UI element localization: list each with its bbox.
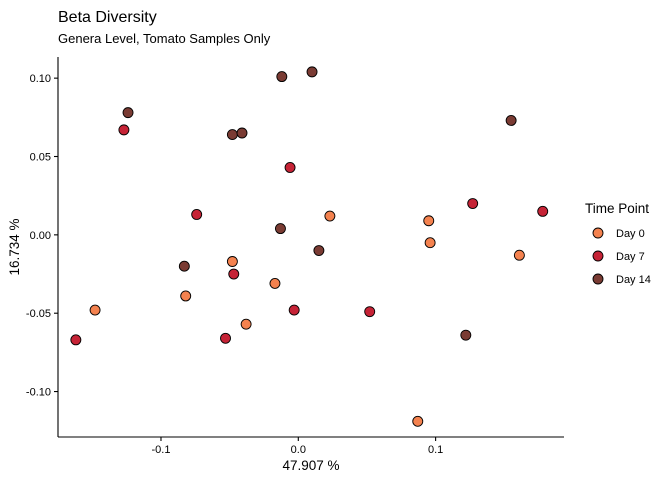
data-point <box>236 127 248 139</box>
y-tick-label: 0.10 <box>30 73 51 85</box>
data-point <box>180 290 192 302</box>
series-day-14 <box>122 66 517 341</box>
data-point <box>178 260 190 272</box>
data-point <box>460 329 472 341</box>
y-tick-label: 0.05 <box>30 152 51 164</box>
data-point <box>505 115 517 126</box>
data-point <box>240 318 252 330</box>
data-point <box>274 223 286 235</box>
data-point <box>412 415 424 427</box>
y-tick-label: -0.10 <box>26 387 51 399</box>
data-point <box>288 304 300 316</box>
data-point <box>226 129 238 141</box>
x-axis-ticks: -0.1 0.0 0.1 <box>152 437 443 456</box>
chart-subtitle: Genera Level, Tomato Samples Only <box>58 31 271 46</box>
legend-label: Day 14 <box>616 274 651 286</box>
data-point <box>122 107 134 119</box>
data-point <box>513 249 525 261</box>
data-point <box>324 210 336 222</box>
data-point <box>364 306 376 318</box>
data-point <box>220 332 231 344</box>
series-day-0 <box>89 210 525 427</box>
legend-label: Day 0 <box>616 228 645 240</box>
data-point <box>467 198 479 209</box>
data-point <box>423 215 435 227</box>
data-point <box>228 268 240 280</box>
legend-label: Day 7 <box>616 251 645 263</box>
x-tick-label: 0.0 <box>291 444 306 456</box>
data-point <box>276 71 288 83</box>
legend: Time Point Day 0 Day 7 Day 14 <box>585 201 651 286</box>
legend-key <box>592 227 604 239</box>
x-tick-label: -0.1 <box>152 444 171 456</box>
data-point <box>70 334 82 346</box>
plot-area <box>70 66 549 427</box>
x-tick-label: 0.1 <box>428 444 443 456</box>
data-point <box>118 124 130 136</box>
data-point <box>313 245 325 256</box>
series-day-7 <box>70 124 549 346</box>
data-point <box>89 304 101 316</box>
data-point <box>269 277 281 289</box>
data-point <box>284 162 296 173</box>
legend-key <box>592 250 604 262</box>
chart-title: Beta Diversity <box>58 9 157 26</box>
data-point <box>226 256 238 267</box>
legend-title: Time Point <box>585 201 649 216</box>
legend-key <box>592 273 604 285</box>
data-point <box>306 66 318 78</box>
y-tick-label: 0.00 <box>30 230 51 242</box>
data-point <box>191 209 203 220</box>
x-axis-title: 47.907 % <box>282 458 339 473</box>
data-point <box>537 205 549 217</box>
y-tick-label: -0.05 <box>26 308 51 320</box>
y-axis-title: 16.734 % <box>7 218 22 275</box>
data-point <box>424 237 436 249</box>
y-axis-ticks: 0.10 0.05 0.00 -0.05 -0.10 <box>26 73 58 399</box>
